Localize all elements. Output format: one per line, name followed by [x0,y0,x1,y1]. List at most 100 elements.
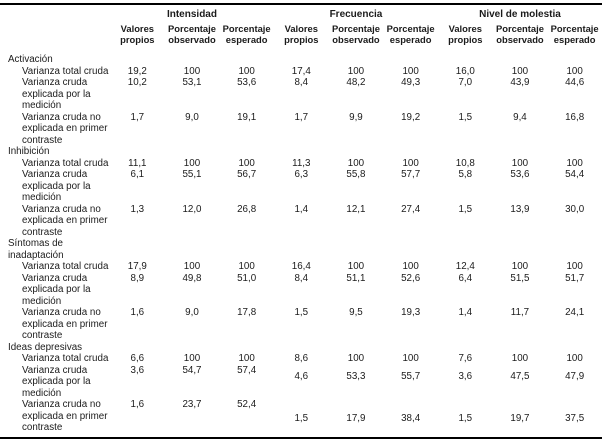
value-cell: 57,4 [219,365,274,400]
value-cell: 53,3 [329,365,384,400]
value-text: 13,9 [510,203,530,215]
value-text: 100 [347,157,365,169]
value-cell: 16,8 [547,112,602,147]
column-header-line: Porcentaje [495,23,544,34]
value-text: 6,6 [130,353,145,364]
table-row: Varianza total cruda 11,1 100 100 11,3 100 100… [0,158,602,170]
column-header-line: Porcentaje [550,23,599,34]
value-text: 11,3 [292,157,311,169]
value-text: 9,9 [349,111,363,123]
section-label-line: Inhibición [8,146,50,157]
value-text: 17,9 [127,261,147,272]
value-text: 12,4 [455,261,475,272]
value-text: 19,7 [510,413,530,424]
value-text: 55,8 [346,169,366,180]
value-text: 11,7 [510,307,530,318]
value-text: 100 [347,65,365,77]
value-cell: 17,9 [329,399,384,434]
value-text: 8,4 [294,77,309,88]
value-cell: 26,8 [219,204,274,239]
value-text: 100 [238,261,255,272]
value-text: 12,1 [346,203,366,215]
value-text: 55,7 [401,370,421,382]
table-row: Varianza cruda no explicada en primer cont… [0,112,602,147]
value-cell: 1,5 [438,112,493,147]
value-cell: 9,4 [493,112,548,147]
table-bottom-rule [0,437,602,439]
row-label: Varianza cruda explicada por la medición [0,77,110,112]
value-cell: 48,2 [329,77,384,112]
row-label-line: contraste [22,226,63,238]
row-label-line: medición [22,192,62,203]
value-text: 1,5 [294,413,309,424]
value-cell: 1,5 [438,204,493,239]
value-text: 10,2 [127,77,147,88]
row-label-line: explicada en primer [22,410,108,422]
row-label-line: explicada por la [22,284,91,295]
value-cell: 8,4 [274,77,329,112]
column-header-line: propios [284,34,319,45]
column-header-line: observado [168,34,216,45]
table-row: Varianza cruda no explicada en primer cont… [0,204,602,239]
value-cell: 1,5 [274,399,329,434]
row-label: Varianza total cruda [0,158,110,170]
corner-cell [0,21,110,54]
row-label-line: explicada en primer [22,318,108,330]
value-text: 53,1 [182,77,202,88]
value-text: 100 [566,65,583,77]
column-header-cell: Porcentaje esperado [219,21,274,54]
value-cell: 100 [547,66,602,78]
value-cell: 7,0 [438,77,493,112]
value-cell: 49,8 [165,273,220,308]
value-cell: 19,2 [383,112,438,147]
value-text: 26,8 [237,203,257,215]
value-text: 100 [511,157,529,169]
value-cell: 9,9 [329,112,384,147]
value-cell: 19,1 [219,112,274,147]
value-cell: 9,5 [329,307,384,342]
section-label-line: Ideas depresivas [8,341,83,353]
row-label: Varianza cruda explicada por la medición [0,273,110,308]
value-text: 51,1 [346,272,366,284]
value-cell: 11,1 [110,158,165,170]
value-cell: 55,8 [329,169,384,204]
value-text: 6,4 [458,272,473,284]
value-text: 24,1 [565,307,585,318]
row-label: Varianza cruda no explicada en primer cont… [0,204,110,239]
value-text: 100 [511,65,529,77]
value-text: 100 [347,261,365,272]
row-label-line: Varianza cruda no [22,399,101,410]
value-cell: 100 [219,261,274,273]
value-cell: 17,4 [274,66,329,78]
row-label-line: Varianza total cruda [22,157,109,169]
row-label: Varianza cruda explicada por la medición [0,169,110,204]
value-cell: 47,9 [547,365,602,400]
row-label-line: contraste [22,330,63,341]
value-text: 52,6 [401,272,421,284]
column-header-cell: Valores propios [274,21,329,54]
column-header-line: esperado [553,34,596,45]
value-cell: 3,6 [438,365,493,400]
row-label-line: explicada en primer [22,215,108,226]
value-cell: 100 [329,353,384,365]
value-cell: 19,2 [110,66,165,78]
value-text: 100 [238,353,255,364]
value-cell: 12,0 [165,204,220,239]
row-label-line: medición [22,295,62,307]
value-text: 100 [402,353,419,364]
row-label: Varianza total cruda [0,353,110,365]
value-text: 54,4 [565,169,585,180]
value-cell: 6,1 [110,169,165,204]
value-text: 53,3 [346,370,366,382]
section-label-line: Activación [8,54,53,65]
value-cell: 17,9 [110,261,165,273]
value-text: 8,6 [294,353,309,364]
value-cell: 53,6 [219,77,274,112]
column-header-cell: Valores propios [110,21,165,54]
column-header-line: Porcentaje [168,23,216,34]
value-text: 3,6 [458,370,473,382]
value-cell: 100 [493,66,548,78]
value-cell: 100 [547,261,602,273]
value-text: 10,8 [455,157,475,169]
value-text: 57,7 [401,169,421,180]
